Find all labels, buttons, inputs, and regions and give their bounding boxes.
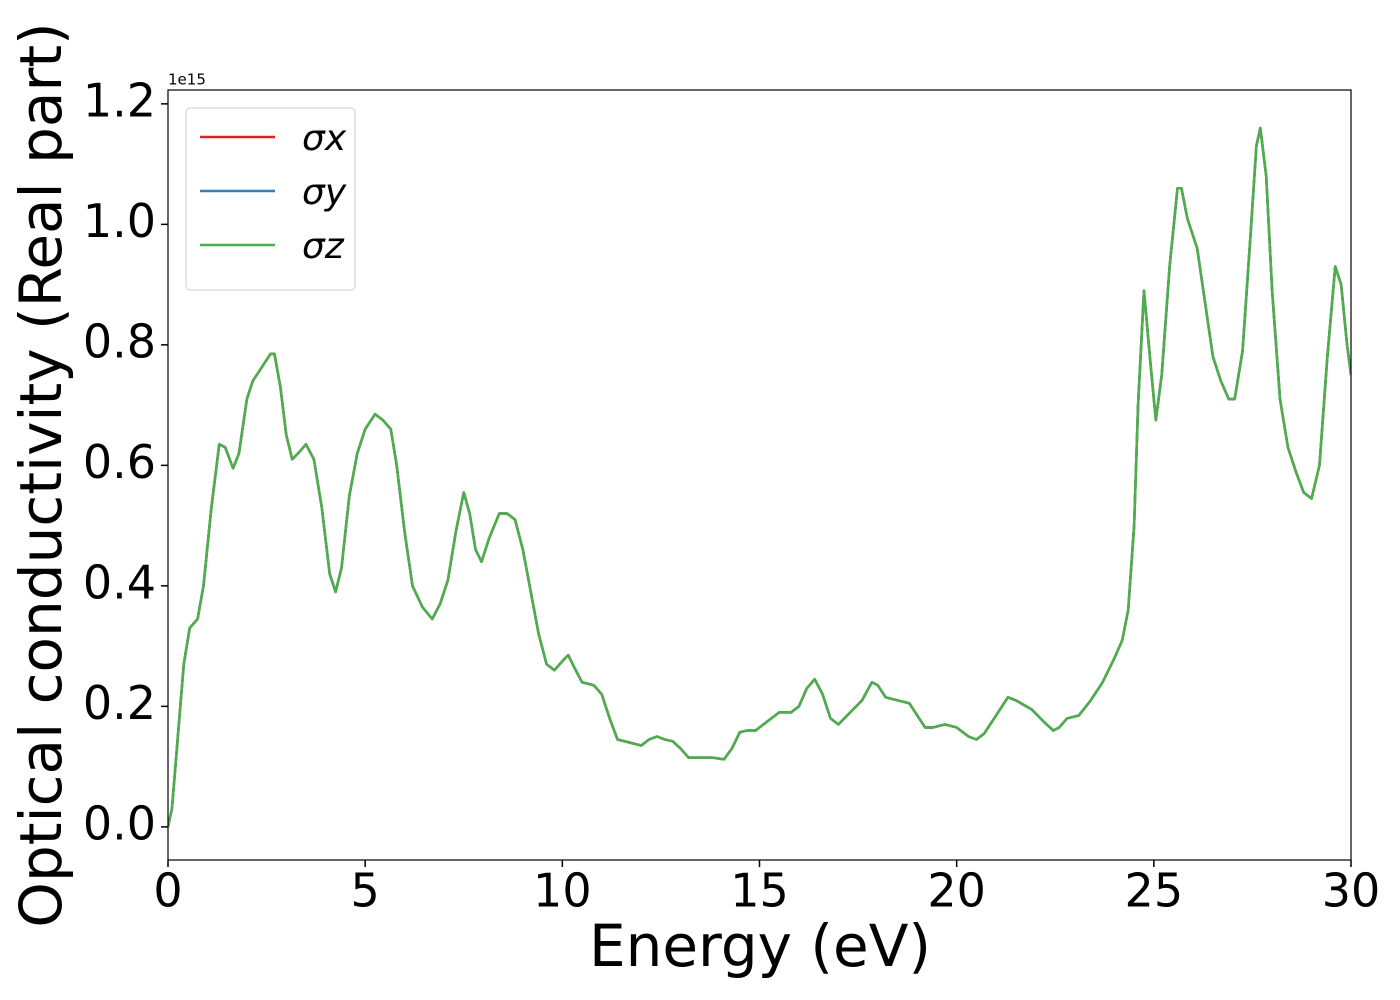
y-tick-label: 1.0: [83, 194, 156, 248]
y-tick-label: 0.2: [83, 676, 156, 730]
plot-frame: [167, 89, 1352, 861]
legend: σx σy σz: [185, 107, 356, 291]
x-axis-label: Energy (eV): [589, 912, 931, 980]
x-tick-label: 15: [730, 864, 789, 918]
legend-label: σx: [302, 118, 347, 159]
x-tick-label: 0: [153, 864, 182, 918]
legend-label: σy: [302, 172, 347, 213]
series-line: [168, 126, 1351, 828]
y-tick-label: 0.8: [83, 314, 156, 368]
y-offset-label: 1e15: [168, 71, 206, 89]
y-tick-label: 0.4: [83, 555, 156, 609]
y-axis-label: Optical conductivity (Real part): [7, 22, 75, 927]
x-tick-label: 20: [927, 864, 986, 918]
legend-label: σz: [302, 226, 345, 267]
x-tick-label: 30: [1322, 864, 1381, 918]
y-tick-label: 1.2: [83, 73, 156, 127]
y-tick-label: 0.0: [83, 796, 156, 850]
x-tick-label: 10: [533, 864, 592, 918]
x-tick-label: 5: [351, 864, 380, 918]
y-tick-label: 0.6: [83, 435, 156, 489]
x-tick-label: 25: [1125, 864, 1184, 918]
